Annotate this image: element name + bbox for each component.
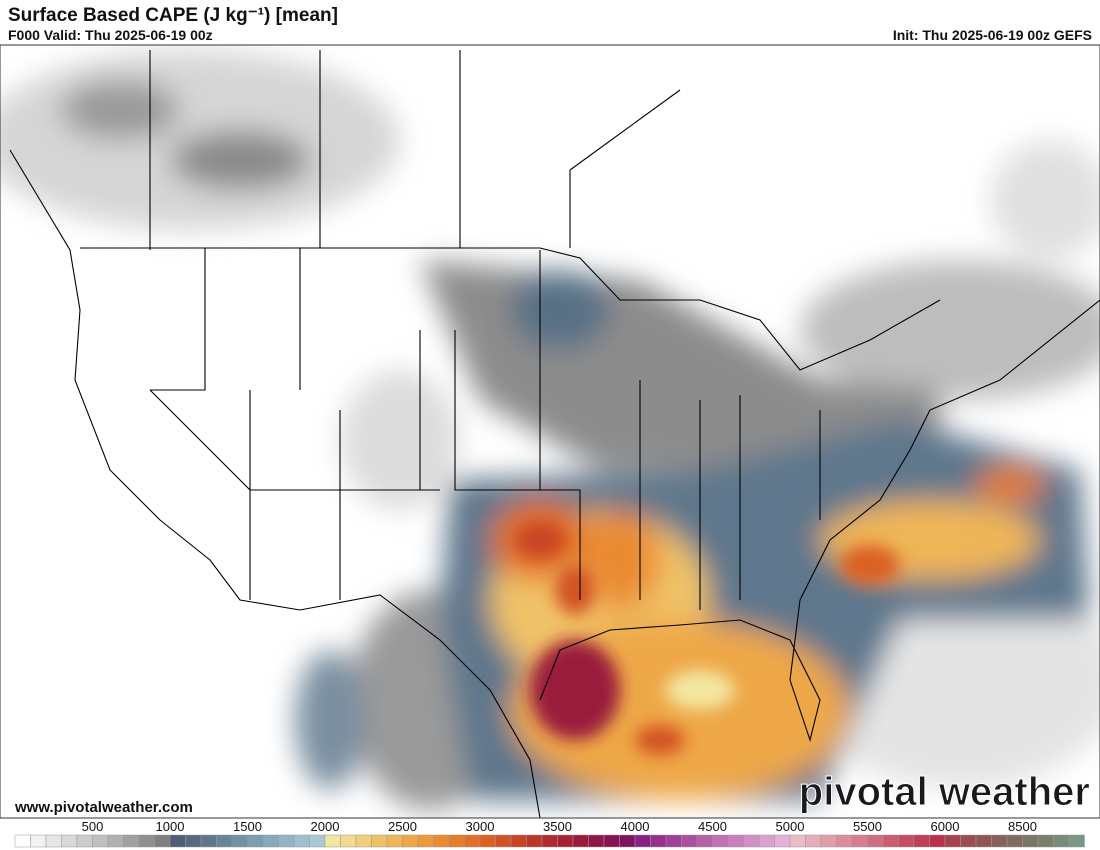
colorbar-swatch [665, 834, 682, 848]
colorbar-swatch [789, 834, 806, 848]
colorbar-swatch [495, 834, 512, 848]
colorbar-swatch [1053, 834, 1070, 848]
colorbar-label: 500 [82, 819, 104, 834]
colorbar-swatch [836, 834, 853, 848]
colorbar-swatch [169, 834, 186, 848]
colorbar-swatch [898, 834, 915, 848]
colorbar-swatch [805, 834, 822, 848]
colorbar-label: 5500 [853, 819, 882, 834]
colorbar-swatch [774, 834, 791, 848]
colorbar-swatch [712, 834, 729, 848]
colorbar-swatch [557, 834, 574, 848]
colorbar-swatch [448, 834, 465, 848]
colorbar-swatch [913, 834, 930, 848]
colorbar-swatch [603, 834, 620, 848]
colorbar-swatch [727, 834, 744, 848]
colorbar-swatch [216, 834, 233, 848]
colorbar-swatch [185, 834, 202, 848]
valid-time: F000 Valid: Thu 2025-06-19 00z [8, 27, 213, 43]
colorbar-label: 2000 [311, 819, 340, 834]
colorbar-swatch [650, 834, 667, 848]
colorbar-label: 4500 [698, 819, 727, 834]
colorbar-label: 1000 [156, 819, 185, 834]
colorbar-swatch [681, 834, 698, 848]
colorbar-swatch [262, 834, 279, 848]
colorbar-swatch [510, 834, 527, 848]
colorbar-swatch [588, 834, 605, 848]
colorbar: 500 1000 1500 2000 2500 3000 3500 4000 4500 5000 5… [14, 819, 1085, 848]
colorbar-swatch [1068, 834, 1085, 848]
colorbar-swatch [960, 834, 977, 848]
colorbar-swatch [45, 834, 62, 848]
colorbar-swatch [138, 834, 155, 848]
colorbar-swatch [572, 834, 589, 848]
colorbar-label: 1500 [233, 819, 262, 834]
colorbar-swatch [758, 834, 775, 848]
colorbar-swatch [14, 834, 31, 848]
colorbar-swatch [479, 834, 496, 848]
colorbar-swatch [417, 834, 434, 848]
colorbar-swatch [309, 834, 326, 848]
colorbar-swatch [355, 834, 372, 848]
colorbar-swatch [154, 834, 171, 848]
colorbar-swatch [743, 834, 760, 848]
colorbar-swatch [541, 834, 558, 848]
watermark: pivotal weather [799, 770, 1090, 814]
colorbar-swatch [820, 834, 837, 848]
colorbar-swatch [929, 834, 946, 848]
colorbar-swatch [200, 834, 217, 848]
colorbar-swatch [1037, 834, 1054, 848]
colorbar-swatch [634, 834, 651, 848]
colorbar-swatch [61, 834, 78, 848]
colorbar-swatch [386, 834, 403, 848]
colorbar-swatch [975, 834, 992, 848]
colorbar-label: 2500 [388, 819, 417, 834]
colorbar-swatch [231, 834, 248, 848]
map-title: Surface Based CAPE (J kg⁻¹) [mean] [8, 5, 338, 26]
site-url: www.pivotalweather.com [14, 799, 193, 816]
colorbar-swatch [619, 834, 636, 848]
colorbar-swatch [30, 834, 47, 848]
init-time: Init: Thu 2025-06-19 00z GEFS [893, 27, 1092, 43]
colorbar-swatch [526, 834, 543, 848]
colorbar-label: 4000 [621, 819, 650, 834]
colorbar-swatch [247, 834, 264, 848]
colorbar-swatch [882, 834, 899, 848]
colorbar-label: 3500 [543, 819, 572, 834]
colorbar-swatch [696, 834, 713, 848]
colorbar-swatch [340, 834, 357, 848]
colorbar-swatch [402, 834, 419, 848]
colorbar-label: 5000 [776, 819, 805, 834]
colorbar-swatch [107, 834, 124, 848]
colorbar-swatch [371, 834, 388, 848]
colorbar-swatch [464, 834, 481, 848]
colorbar-label: 6000 [931, 819, 960, 834]
colorbar-swatch [278, 834, 295, 848]
colorbar-swatch [76, 834, 93, 848]
colorbar-swatch [944, 834, 961, 848]
colorbar-swatch [123, 834, 140, 848]
colorbar-swatch [991, 834, 1008, 848]
borders [9, 50, 1100, 818]
colorbar-label: 3000 [466, 819, 495, 834]
colorbar-swatch [324, 834, 341, 848]
colorbar-swatch [1022, 834, 1039, 848]
colorbar-label: 8500 [1008, 819, 1037, 834]
colorbar-swatch [1006, 834, 1023, 848]
colorbar-swatch [293, 834, 310, 848]
colorbar-swatch [92, 834, 109, 848]
colorbar-swatch [867, 834, 884, 848]
map-field: pivotal weather [0, 45, 1100, 818]
colorbar-swatch [851, 834, 868, 848]
colorbar-swatch [433, 834, 450, 848]
